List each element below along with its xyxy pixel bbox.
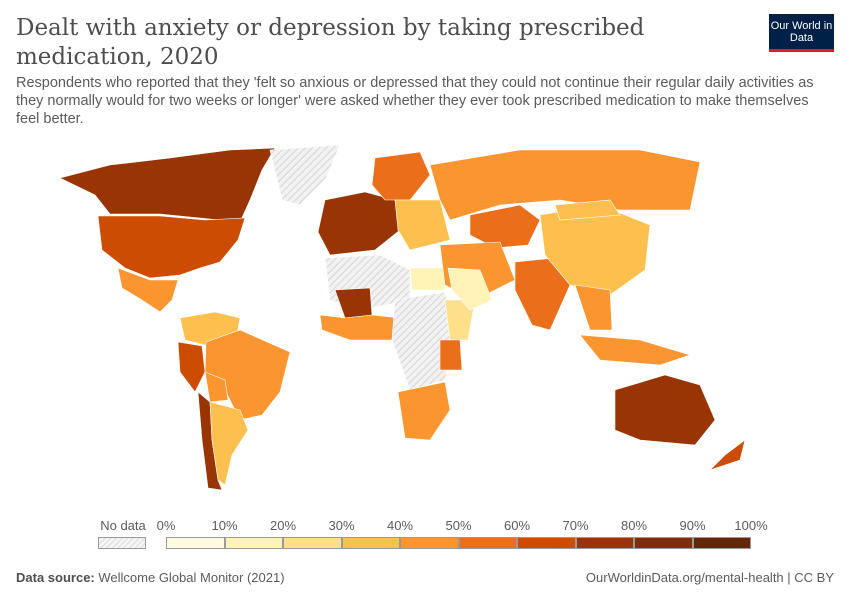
country-new-zealand[interactable] — [709, 439, 746, 471]
country-kenya[interactable] — [439, 339, 463, 371]
legend-bin[interactable] — [634, 537, 693, 549]
country-greenland[interactable] — [269, 144, 341, 206]
country-peru[interactable] — [177, 341, 206, 393]
country-argentina[interactable] — [209, 401, 249, 486]
legend-tick: 30% — [328, 518, 355, 533]
country-eastern-europe[interactable] — [394, 199, 451, 251]
legend-bin[interactable] — [458, 537, 517, 549]
legend-bin[interactable] — [166, 537, 225, 549]
world-map[interactable] — [0, 140, 850, 510]
legend-tick: 20% — [269, 518, 297, 533]
country-bolivia[interactable] — [204, 371, 229, 403]
country-australia[interactable] — [614, 374, 716, 446]
legend-tick: 90% — [679, 518, 706, 533]
legend-tick: 10% — [211, 518, 238, 533]
legend-bin[interactable] — [224, 537, 283, 549]
country-indonesia[interactable] — [579, 334, 691, 366]
source-label: Data source: — [16, 570, 95, 585]
footer-link[interactable]: OurWorldinData.org/mental-health | CC BY — [585, 570, 834, 585]
legend-tick: 0% — [156, 518, 176, 533]
legend-bin[interactable] — [283, 537, 342, 549]
owid-logo[interactable]: Our World in Data — [769, 14, 834, 52]
country-egypt[interactable] — [409, 267, 446, 291]
country-mexico[interactable] — [117, 267, 179, 313]
country-western-europe[interactable] — [317, 191, 401, 256]
country-west-africa[interactable] — [319, 314, 401, 341]
legend-tick: 40% — [386, 518, 414, 533]
country-russia[interactable] — [429, 149, 701, 221]
chart-subtitle: Respondents who reported that they 'felt… — [16, 75, 814, 127]
country-united-states[interactable] — [97, 215, 246, 279]
legend-bin[interactable] — [400, 537, 459, 549]
legend-no-data-label: No data — [100, 518, 146, 533]
legend-bin[interactable] — [517, 537, 576, 549]
country-mongolia[interactable] — [554, 199, 621, 221]
legend-tick: 70% — [562, 518, 589, 533]
country-central-africa[interactable] — [391, 291, 456, 391]
country-southeast-asia[interactable] — [574, 284, 613, 331]
legend: No data 0% 10% 20% 30% 40% 50% 60% 70% 80% 90% 100… — [0, 510, 850, 555]
chart-title: Dealt with anxiety or depression by taki… — [16, 15, 645, 70]
country-canada[interactable] — [59, 147, 276, 223]
legend-tick: 80% — [620, 518, 648, 533]
data-source: Data source: Wellcome Global Monitor (20… — [16, 570, 285, 585]
source-text: Wellcome Global Monitor (2021) — [98, 570, 285, 585]
legend-tick: 50% — [445, 518, 472, 533]
country-saudi-arabia[interactable] — [447, 267, 493, 311]
legend-bin[interactable] — [575, 537, 634, 549]
country-scandinavia[interactable] — [371, 151, 431, 201]
legend-bin[interactable] — [692, 537, 751, 549]
country-southern-africa[interactable] — [397, 381, 451, 441]
legend-tick: 60% — [503, 518, 531, 533]
country-mali[interactable] — [334, 287, 373, 319]
legend-no-data-swatch[interactable] — [98, 537, 146, 549]
legend-tick: 100% — [734, 518, 768, 533]
legend-bin[interactable] — [341, 537, 400, 549]
country-kazakhstan[interactable] — [469, 204, 541, 249]
